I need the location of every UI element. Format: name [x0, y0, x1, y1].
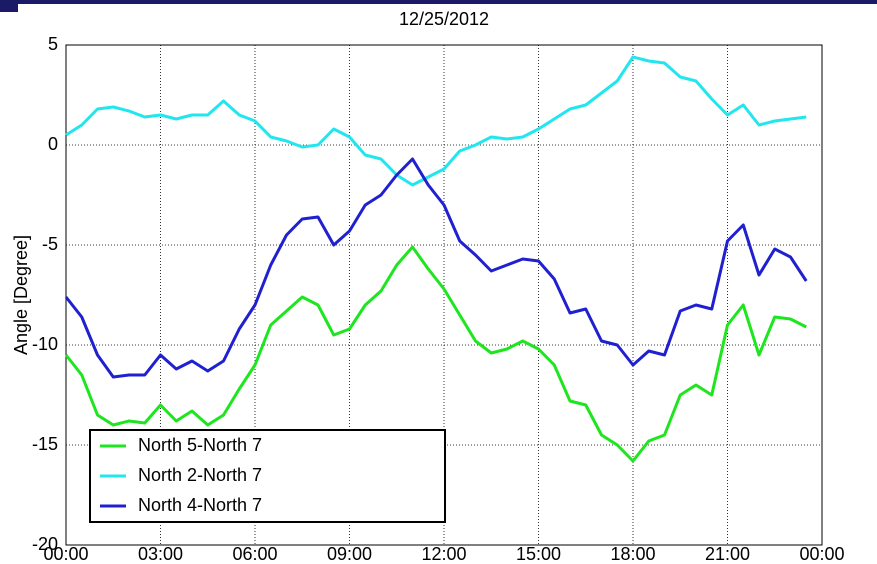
series-line — [64, 245, 807, 463]
x-tick-label: 09:00 — [327, 544, 372, 564]
y-axis-label: Angle [Degree] — [11, 235, 31, 355]
x-tick-label: 12:00 — [421, 544, 466, 564]
x-tick-label: 06:00 — [232, 544, 277, 564]
y-tick-label: -10 — [32, 334, 58, 354]
legend-label: North 2-North 7 — [138, 465, 262, 485]
series-line — [65, 55, 807, 187]
y-tick-label: -20 — [32, 534, 58, 554]
legend-label: North 5-North 7 — [138, 435, 262, 455]
y-tick-label: -5 — [42, 234, 58, 254]
x-tick-label: 18:00 — [610, 544, 655, 564]
series-line — [64, 157, 808, 379]
corner-mark — [0, 0, 18, 12]
y-tick-label: 5 — [48, 34, 58, 54]
x-tick-label: 00:00 — [43, 544, 88, 564]
x-tick-label: 00:00 — [799, 544, 844, 564]
y-tick-label: 0 — [48, 134, 58, 154]
legend-label: North 4-North 7 — [138, 495, 262, 515]
x-tick-label: 21:00 — [705, 544, 750, 564]
x-tick-label: 03:00 — [138, 544, 183, 564]
top-bar — [0, 0, 877, 4]
y-tick-label: -15 — [32, 434, 58, 454]
plot-frame — [65, 44, 823, 546]
chart-title: 12/25/2012 — [399, 9, 489, 29]
x-tick-label: 15:00 — [516, 544, 561, 564]
legend-box — [89, 429, 446, 523]
